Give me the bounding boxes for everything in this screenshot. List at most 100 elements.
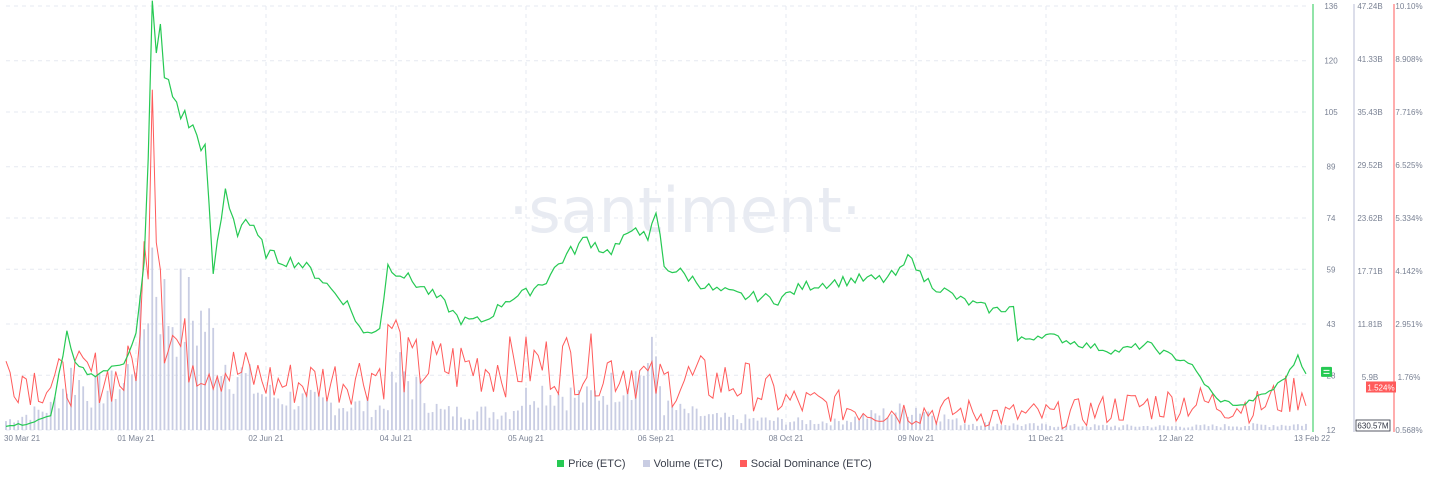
volume-bar bbox=[419, 378, 422, 430]
volume-bar bbox=[1179, 426, 1181, 430]
volume-bar bbox=[821, 421, 824, 430]
volume-bar bbox=[833, 418, 836, 430]
volume-bar bbox=[423, 403, 426, 430]
volume-bar bbox=[1154, 426, 1157, 430]
volume-bar bbox=[1199, 425, 1202, 430]
volume-bar bbox=[395, 382, 397, 430]
volume-bar bbox=[768, 420, 771, 430]
volume-bar bbox=[1049, 425, 1051, 430]
volume-bar bbox=[971, 423, 974, 430]
volume-bar bbox=[573, 397, 576, 430]
volume-bar bbox=[699, 416, 702, 430]
volume-bar bbox=[403, 371, 406, 430]
price-tick-label: 74 bbox=[1327, 214, 1336, 223]
volume-bar bbox=[17, 420, 20, 430]
volume-bar bbox=[476, 411, 479, 430]
volume-bar bbox=[1236, 426, 1238, 430]
volume-bar bbox=[1150, 427, 1153, 430]
volume-bar bbox=[1146, 425, 1149, 430]
volume-bar bbox=[447, 406, 450, 430]
volume-bar bbox=[630, 400, 633, 430]
volume-bar bbox=[1126, 424, 1129, 430]
volume-bar bbox=[1240, 427, 1242, 430]
volume-bar bbox=[391, 371, 393, 430]
chart-canvas[interactable]: ·santiment· 30 Mar 21 01 May 21 02 Jun 21 0… bbox=[0, 0, 1429, 452]
x-tick-label: 01 May 21 bbox=[117, 434, 155, 443]
volume-bar bbox=[1191, 426, 1194, 430]
volume-bar bbox=[248, 364, 251, 430]
volume-bar bbox=[297, 406, 300, 430]
volume-bar bbox=[569, 387, 572, 430]
volume-bar bbox=[126, 364, 129, 430]
volume-bar bbox=[122, 383, 125, 430]
volume-bar bbox=[265, 396, 267, 430]
volume-bar bbox=[886, 417, 889, 430]
volume-bar bbox=[707, 414, 710, 430]
price-badge-bg bbox=[1321, 366, 1332, 377]
volume-bar bbox=[78, 380, 81, 430]
volume-bar bbox=[776, 417, 779, 430]
volume-current-badge: 630.57M bbox=[1355, 419, 1391, 432]
volume-bar bbox=[1171, 426, 1173, 430]
volume-bar bbox=[33, 406, 36, 430]
volume-bar bbox=[837, 421, 840, 430]
volume-bar bbox=[480, 406, 483, 430]
volume-bar bbox=[261, 394, 263, 430]
volume-bar bbox=[358, 400, 361, 430]
volume-bar bbox=[955, 418, 958, 430]
volume-bar bbox=[862, 414, 865, 430]
volume-bar bbox=[29, 419, 32, 430]
volume-bar bbox=[1166, 426, 1169, 430]
volume-bar bbox=[1101, 424, 1104, 430]
volume-bar bbox=[53, 397, 56, 430]
social-current-badge: 1.524% bbox=[1366, 381, 1396, 393]
volume-bar bbox=[175, 356, 178, 430]
volume-bar bbox=[529, 404, 531, 430]
volume-bar bbox=[1244, 425, 1246, 430]
legend-item-volume[interactable]: Volume (ETC) bbox=[642, 458, 723, 470]
volume-bar bbox=[752, 417, 755, 430]
volume-bar bbox=[1028, 423, 1031, 430]
chart-legend: Price (ETC) Volume (ETC) Social Dominanc… bbox=[0, 458, 1429, 470]
volume-bar bbox=[667, 400, 670, 430]
volume-bar bbox=[252, 393, 255, 430]
volume-bar bbox=[301, 393, 304, 430]
legend-swatch-price bbox=[557, 460, 565, 467]
legend-item-social[interactable]: Social Dominance (ETC) bbox=[739, 458, 872, 470]
volume-bar bbox=[13, 422, 16, 430]
volume-bar bbox=[760, 417, 763, 430]
volume-bar bbox=[500, 415, 503, 430]
volume-bar bbox=[1081, 426, 1084, 430]
volume-bar bbox=[1016, 424, 1019, 430]
volume-bar bbox=[590, 390, 592, 430]
volume-bar bbox=[488, 417, 491, 430]
volume-bar bbox=[772, 420, 775, 430]
volume-bar bbox=[716, 413, 718, 430]
volume-bar bbox=[695, 408, 698, 430]
volume-bar bbox=[143, 329, 146, 430]
volume-bar bbox=[581, 402, 584, 430]
legend-item-price[interactable]: Price (ETC) bbox=[557, 458, 626, 470]
volume-bar bbox=[342, 407, 345, 430]
volume-bar bbox=[330, 402, 332, 430]
volume-bar bbox=[646, 363, 649, 430]
price-tick-label: 105 bbox=[1324, 108, 1338, 117]
volume-bar bbox=[456, 406, 458, 430]
volume-bar bbox=[240, 367, 243, 430]
x-tick-label: 05 Aug 21 bbox=[508, 434, 545, 443]
volume-bar bbox=[1280, 424, 1283, 430]
volume-bar bbox=[244, 373, 247, 430]
legend-swatch-social bbox=[739, 460, 747, 467]
volume-bar bbox=[785, 424, 787, 430]
volume-bar bbox=[1288, 425, 1291, 430]
volume-bar bbox=[41, 411, 44, 430]
volume-bar bbox=[228, 389, 231, 430]
volume-bar bbox=[1142, 425, 1145, 430]
volume-bar bbox=[1272, 425, 1275, 430]
volume-bar bbox=[594, 390, 596, 430]
volume-bar bbox=[959, 425, 962, 430]
social-tick-label: 6.525% bbox=[1395, 161, 1422, 170]
santiment-watermark: ·santiment· bbox=[509, 174, 862, 247]
volume-bar bbox=[533, 401, 536, 430]
volume-bar bbox=[86, 400, 89, 430]
